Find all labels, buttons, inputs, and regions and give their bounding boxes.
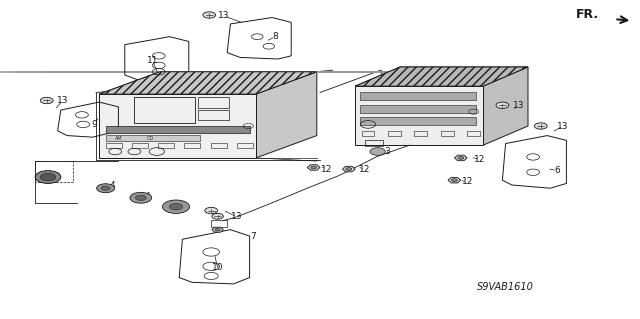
Text: 12: 12 bbox=[461, 177, 473, 186]
Bar bbox=[415, 131, 428, 136]
Circle shape bbox=[534, 123, 547, 129]
Text: FR.: FR. bbox=[576, 8, 599, 21]
Bar bbox=[198, 97, 229, 108]
Bar bbox=[184, 143, 200, 148]
Circle shape bbox=[101, 186, 110, 190]
Text: 13: 13 bbox=[57, 96, 68, 105]
Bar bbox=[134, 97, 195, 123]
Polygon shape bbox=[307, 165, 320, 170]
Circle shape bbox=[40, 97, 53, 104]
Bar bbox=[106, 126, 250, 133]
Polygon shape bbox=[99, 72, 317, 94]
Bar bbox=[158, 143, 174, 148]
Polygon shape bbox=[342, 166, 355, 172]
Circle shape bbox=[97, 184, 115, 193]
Bar bbox=[362, 131, 374, 136]
Bar bbox=[360, 117, 476, 125]
Bar bbox=[360, 105, 476, 113]
Text: S9VAB1610: S9VAB1610 bbox=[477, 282, 534, 292]
Circle shape bbox=[136, 195, 147, 201]
Circle shape bbox=[311, 166, 317, 169]
Bar bbox=[132, 143, 148, 148]
Text: 9: 9 bbox=[92, 120, 97, 129]
Circle shape bbox=[346, 168, 352, 170]
Text: 13: 13 bbox=[513, 101, 524, 110]
Circle shape bbox=[203, 12, 216, 18]
Text: 10: 10 bbox=[212, 263, 223, 272]
Bar bbox=[365, 140, 383, 146]
Polygon shape bbox=[355, 67, 528, 86]
Polygon shape bbox=[212, 227, 223, 232]
Text: 4: 4 bbox=[145, 192, 150, 201]
Circle shape bbox=[40, 173, 56, 181]
Circle shape bbox=[163, 200, 189, 213]
Bar bbox=[99, 94, 256, 158]
Polygon shape bbox=[448, 177, 461, 183]
Text: 4: 4 bbox=[109, 181, 115, 189]
Bar bbox=[467, 131, 480, 136]
Circle shape bbox=[370, 148, 385, 155]
Text: 6: 6 bbox=[554, 166, 559, 175]
Text: CD: CD bbox=[147, 136, 154, 141]
Polygon shape bbox=[256, 72, 317, 158]
Circle shape bbox=[215, 228, 220, 231]
Text: 13: 13 bbox=[231, 212, 243, 221]
Bar bbox=[211, 220, 227, 227]
Polygon shape bbox=[355, 67, 528, 86]
Text: 4: 4 bbox=[180, 201, 185, 210]
Circle shape bbox=[35, 171, 61, 183]
Circle shape bbox=[205, 207, 218, 214]
Circle shape bbox=[458, 157, 463, 159]
Bar bbox=[388, 131, 401, 136]
Text: 12: 12 bbox=[474, 155, 486, 164]
Text: 8: 8 bbox=[273, 32, 278, 41]
Text: 1: 1 bbox=[263, 74, 268, 83]
Bar bbox=[106, 143, 122, 148]
Circle shape bbox=[452, 179, 457, 182]
Bar bbox=[355, 86, 483, 145]
Text: 12: 12 bbox=[359, 165, 371, 174]
Text: 13: 13 bbox=[218, 11, 230, 20]
Circle shape bbox=[212, 213, 223, 219]
Text: 11: 11 bbox=[147, 56, 158, 65]
Text: 3: 3 bbox=[385, 147, 390, 156]
Text: 12: 12 bbox=[321, 165, 332, 174]
Text: 2: 2 bbox=[380, 139, 385, 148]
Text: AM: AM bbox=[115, 136, 122, 141]
Bar bbox=[198, 110, 229, 120]
Bar bbox=[211, 143, 227, 148]
Bar bbox=[106, 135, 200, 141]
Bar bbox=[360, 92, 476, 100]
Text: 13: 13 bbox=[557, 122, 569, 130]
Bar bbox=[35, 161, 73, 182]
Polygon shape bbox=[454, 155, 467, 161]
Text: 7: 7 bbox=[250, 232, 255, 241]
Bar bbox=[441, 131, 454, 136]
Circle shape bbox=[130, 192, 152, 203]
Bar bbox=[237, 143, 253, 148]
Polygon shape bbox=[483, 67, 528, 145]
Polygon shape bbox=[99, 72, 317, 94]
Circle shape bbox=[169, 204, 183, 210]
Text: 5: 5 bbox=[55, 173, 60, 182]
Circle shape bbox=[496, 102, 509, 108]
